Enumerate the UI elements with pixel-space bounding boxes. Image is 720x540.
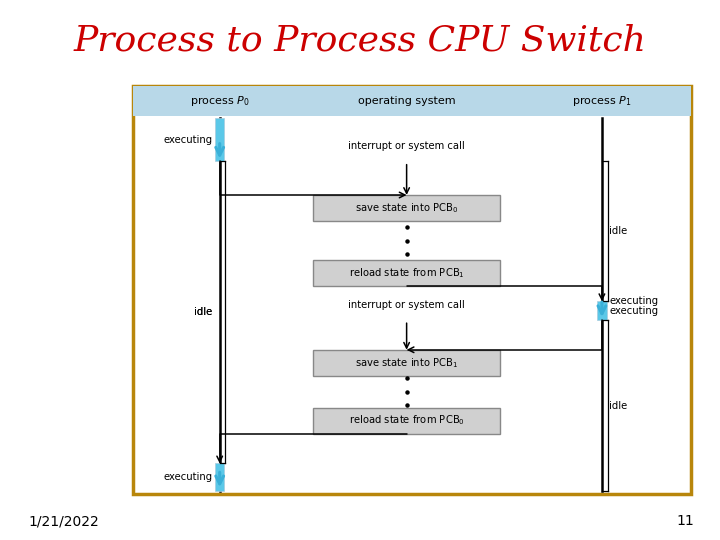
Text: reload state from PCB$_0$: reload state from PCB$_0$ bbox=[348, 414, 464, 428]
Text: idle: idle bbox=[194, 307, 212, 318]
Text: executing: executing bbox=[163, 135, 212, 145]
Bar bbox=[215, 118, 225, 161]
Text: idle: idle bbox=[609, 401, 627, 410]
Text: 11: 11 bbox=[676, 514, 694, 528]
Text: interrupt or system call: interrupt or system call bbox=[348, 300, 465, 310]
Text: executing: executing bbox=[609, 296, 658, 306]
Text: interrupt or system call: interrupt or system call bbox=[348, 141, 465, 151]
Text: reload state from PCB$_1$: reload state from PCB$_1$ bbox=[348, 266, 464, 280]
Bar bbox=[313, 260, 500, 286]
Text: idle: idle bbox=[194, 307, 212, 318]
Text: idle: idle bbox=[609, 226, 627, 237]
Bar bbox=[313, 195, 500, 221]
Text: save state into PCB$_1$: save state into PCB$_1$ bbox=[355, 356, 458, 370]
Text: executing: executing bbox=[609, 306, 658, 315]
Bar bbox=[133, 86, 691, 116]
Bar bbox=[313, 408, 500, 434]
Text: save state into PCB$_0$: save state into PCB$_0$ bbox=[355, 201, 459, 215]
Bar bbox=[215, 463, 225, 491]
Text: process $P_0$: process $P_0$ bbox=[190, 94, 250, 108]
Bar bbox=[133, 86, 691, 494]
Text: Process to Process CPU Switch: Process to Process CPU Switch bbox=[73, 24, 647, 57]
Text: process $P_1$: process $P_1$ bbox=[572, 94, 631, 108]
Bar bbox=[597, 301, 606, 320]
Bar bbox=[313, 350, 500, 376]
Text: executing: executing bbox=[163, 472, 212, 482]
Text: operating system: operating system bbox=[358, 96, 456, 106]
Text: 1/21/2022: 1/21/2022 bbox=[29, 514, 99, 528]
